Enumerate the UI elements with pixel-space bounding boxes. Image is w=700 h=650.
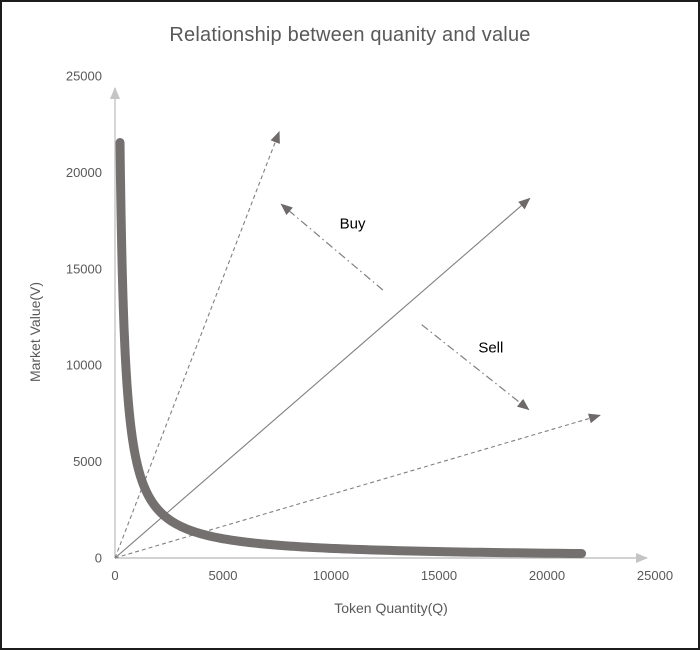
y-axis-title: Market Value(V) bbox=[27, 281, 43, 383]
fair-value-line bbox=[114, 197, 531, 559]
buy-arrow bbox=[280, 203, 384, 291]
x-tick-label: 25000 bbox=[637, 568, 673, 583]
x-tick-label: 0 bbox=[111, 568, 118, 583]
y-tick-label: 25000 bbox=[66, 69, 102, 84]
upper-bound-line bbox=[114, 130, 280, 559]
y-tick-label: 5000 bbox=[73, 454, 102, 469]
x-tick-label: 15000 bbox=[421, 568, 457, 583]
sell-label: Sell bbox=[478, 339, 504, 357]
bonding-curve bbox=[115, 137, 587, 559]
buy-label: Buy bbox=[339, 215, 366, 233]
x-tick-label: 5000 bbox=[209, 568, 238, 583]
y-tick-label: 0 bbox=[95, 551, 102, 566]
x-tick-label: 10000 bbox=[313, 568, 349, 583]
chart-title: Relationship between quanity and value bbox=[169, 24, 531, 46]
y-tick-label: 20000 bbox=[66, 165, 102, 180]
sell-arrow bbox=[421, 324, 530, 411]
lower-bound-line bbox=[114, 413, 601, 559]
y-tick-label: 15000 bbox=[66, 261, 102, 276]
y-tick-label: 10000 bbox=[66, 358, 102, 373]
x-axis-title: Token Quantity(Q) bbox=[334, 600, 448, 616]
x-tick-label: 20000 bbox=[529, 568, 565, 583]
